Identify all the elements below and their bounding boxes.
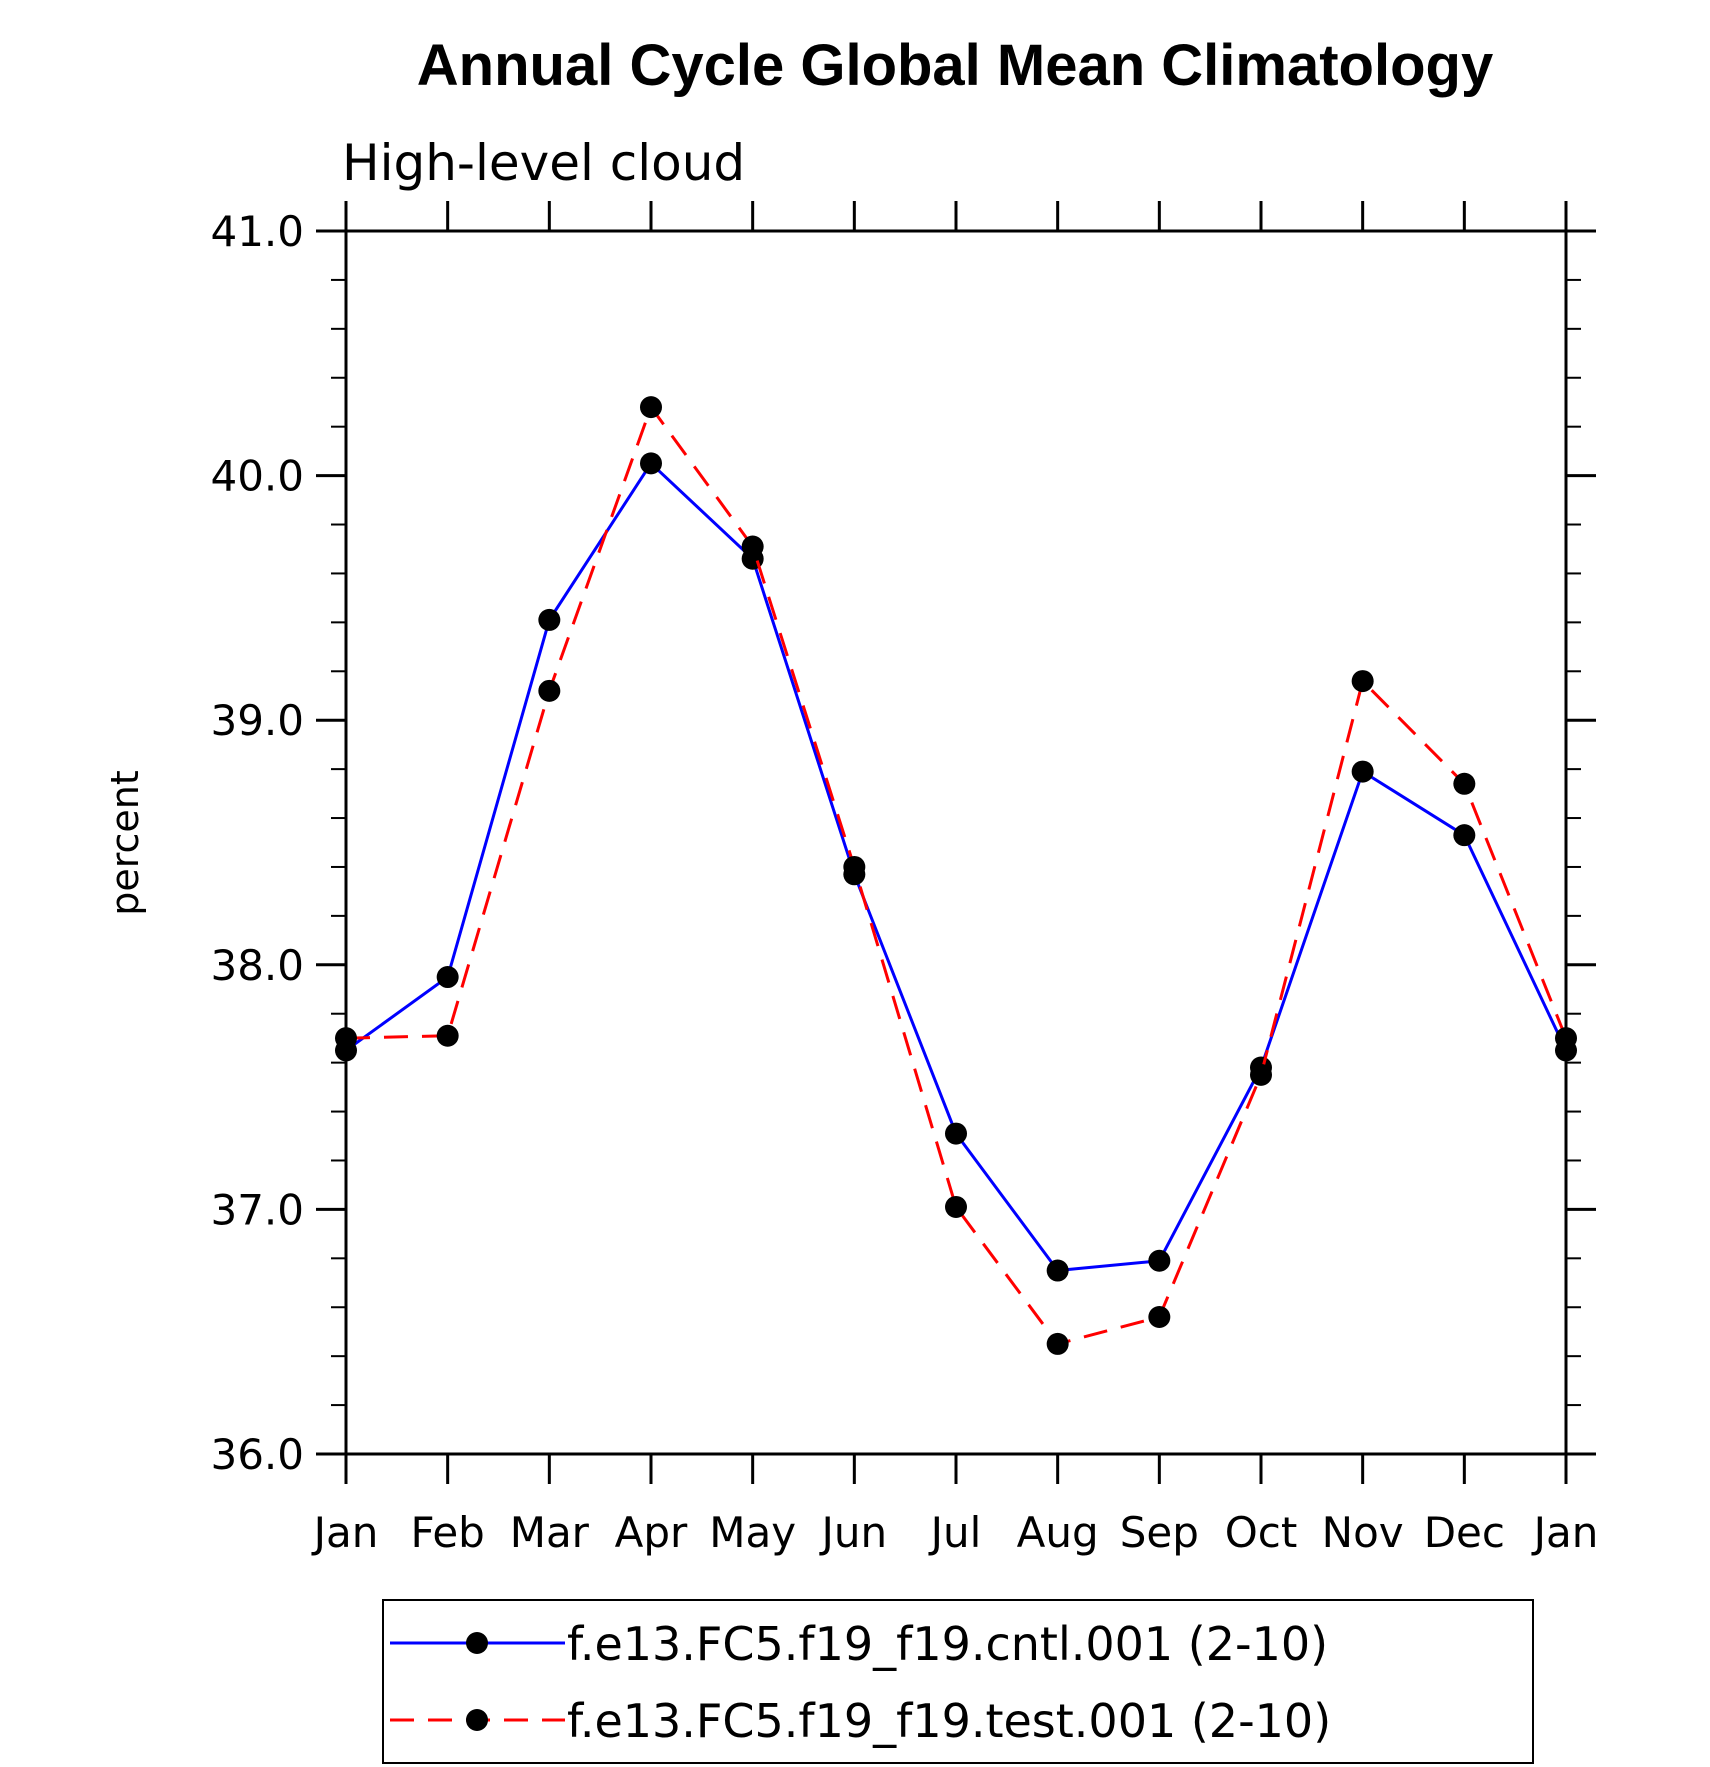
- x-tick-label: Mar: [510, 1508, 590, 1557]
- x-tick-label: Jul: [928, 1508, 982, 1557]
- data-point: [640, 452, 662, 475]
- legend-label-2: f.e13.FC5.f19_f19.test.001 (2-10): [567, 1694, 1331, 1748]
- x-tick-label: Sep: [1120, 1508, 1199, 1557]
- y-tick-label: 37.0: [210, 1185, 304, 1234]
- x-tick-label: Feb: [410, 1508, 484, 1557]
- series-1: [335, 452, 1577, 1282]
- series-layer: [335, 396, 1577, 1355]
- y-tick-label: 41.0: [210, 207, 304, 256]
- legend-label-1: f.e13.FC5.f19_f19.cntl.001 (2-10): [567, 1617, 1328, 1671]
- data-point: [640, 396, 662, 419]
- data-point: [1555, 1027, 1577, 1050]
- data-point: [1148, 1249, 1171, 1272]
- plot-frame: [344, 229, 1568, 1456]
- x-tick-label: Jan: [1531, 1508, 1599, 1557]
- axes: 36.0 37.0 38.0 39.0 40.0 41.0 Jan Feb Mar Apr May J…: [210, 201, 1598, 1557]
- y-tick-label: 38.0: [210, 941, 304, 990]
- data-point: [1351, 670, 1374, 693]
- data-point: [1250, 1063, 1272, 1086]
- data-point: [945, 1122, 967, 1145]
- data-point: [335, 1027, 357, 1050]
- data-point: [1453, 824, 1476, 847]
- data-point: [538, 608, 561, 631]
- x-tick-label: Jun: [819, 1508, 888, 1557]
- data-point: [1148, 1306, 1171, 1329]
- data-point: [843, 855, 866, 878]
- y-tick-label: 40.0: [210, 452, 304, 501]
- data-point: [1351, 760, 1374, 783]
- y-tick-label: 36.0: [210, 1430, 304, 1479]
- data-point: [538, 679, 561, 702]
- data-point: [1046, 1259, 1069, 1282]
- data-point: [436, 966, 459, 989]
- chart-title: Annual Cycle Global Mean Climatology: [417, 33, 1493, 98]
- legend-box: [382, 1599, 1534, 1764]
- data-point: [1453, 772, 1476, 795]
- y-tick-label: 39.0: [210, 696, 304, 745]
- x-tick-label: Apr: [615, 1508, 688, 1557]
- x-tick-label: Dec: [1424, 1508, 1505, 1557]
- x-tick-label: May: [709, 1508, 796, 1557]
- data-point: [741, 535, 764, 558]
- x-tick-label: Nov: [1322, 1508, 1404, 1557]
- y-axis-label: percent: [103, 770, 147, 916]
- legend-marker-2: [466, 1709, 488, 1731]
- chart-subtitle: High-level cloud: [342, 134, 745, 192]
- x-tick-label: Aug: [1017, 1508, 1099, 1557]
- x-tick-label: Oct: [1225, 1508, 1298, 1557]
- series-line: [345, 461, 1568, 1273]
- x-tick-label: Jan: [311, 1508, 379, 1557]
- legend: f.e13.FC5.f19_f19.cntl.001 (2-10) f.e13.F…: [382, 1599, 1534, 1764]
- data-point: [1046, 1332, 1069, 1355]
- data-point: [436, 1024, 459, 1047]
- data-point: [945, 1195, 967, 1218]
- legend-marker-1: [466, 1632, 488, 1654]
- series-2: [335, 396, 1577, 1355]
